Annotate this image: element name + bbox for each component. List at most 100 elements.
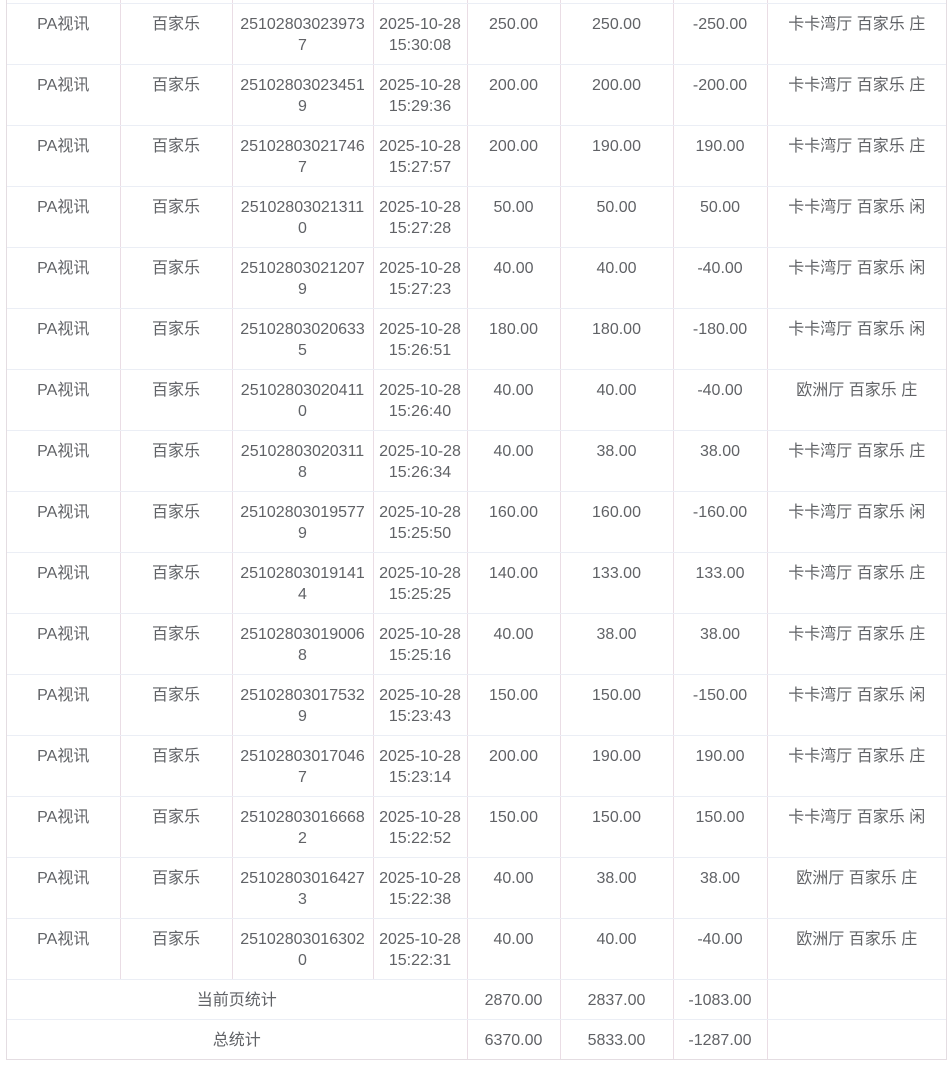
bet-time-cell: 2025-10-28 15:26:51 <box>373 308 468 370</box>
order-number-cell: 251028030234519 <box>232 64 374 126</box>
bet-detail-cell: 欧洲厅 百家乐 庄 <box>767 918 946 980</box>
win-loss-cell: 50.00 <box>673 186 768 248</box>
bet-time-cell: 2025-10-28 15:26:34 <box>373 430 468 492</box>
game-cell: 百家乐 <box>120 3 233 65</box>
platform-cell: PA视讯 <box>7 3 121 65</box>
bet-amount-cell: 200.00 <box>467 125 561 187</box>
game-cell: 百家乐 <box>120 491 233 553</box>
bet-detail-cell: 卡卡湾厅 百家乐 庄 <box>767 125 946 187</box>
platform-cell: PA视讯 <box>7 796 121 858</box>
bet-amount-cell: 40.00 <box>467 918 561 980</box>
valid-bet-cell: 38.00 <box>560 430 674 492</box>
valid-bet-cell: 200.00 <box>560 64 674 126</box>
table-row-previous <box>7 0 946 4</box>
table-row: PA视讯 百家乐 251028030203118 2025-10-28 15:26:3… <box>7 430 946 492</box>
order-number-cell: 251028030163020 <box>232 918 374 980</box>
table-row: PA视讯 百家乐 251028030163020 2025-10-28 15:22:3… <box>7 918 946 980</box>
bet-amount-cell: 40.00 <box>467 369 561 431</box>
order-number-cell: 251028030166682 <box>232 796 374 858</box>
game-cell: 百家乐 <box>120 430 233 492</box>
bet-time-cell: 2025-10-28 15:27:23 <box>373 247 468 309</box>
total-summary-win-loss: -1287.00 <box>673 1019 768 1059</box>
bet-amount-cell: 40.00 <box>467 247 561 309</box>
valid-bet-cell: 150.00 <box>560 674 674 736</box>
win-loss-cell: -40.00 <box>673 918 768 980</box>
page-summary-win-loss: -1083.00 <box>673 979 768 1020</box>
platform-cell: PA视讯 <box>7 491 121 553</box>
bet-time-cell: 2025-10-28 15:27:57 <box>373 125 468 187</box>
order-number-cell: 251028030212079 <box>232 247 374 309</box>
bet-time-cell: 2025-10-28 15:29:36 <box>373 64 468 126</box>
table-row: PA视讯 百家乐 251028030166682 2025-10-28 15:22:5… <box>7 796 946 858</box>
platform-cell: PA视讯 <box>7 735 121 797</box>
bet-amount-cell: 50.00 <box>467 186 561 248</box>
bet-records-table: PA视讯 百家乐 251028030239737 2025-10-28 15:30:0… <box>6 0 947 1060</box>
bet-time-cell: 2025-10-28 15:25:16 <box>373 613 468 675</box>
total-summary-bet: 6370.00 <box>467 1019 561 1059</box>
page-summary-valid-bet: 2837.00 <box>560 979 674 1020</box>
bet-detail-cell: 卡卡湾厅 百家乐 庄 <box>767 735 946 797</box>
platform-cell: PA视讯 <box>7 369 121 431</box>
total-summary-row: 总统计 6370.00 5833.00 -1287.00 <box>7 1019 946 1059</box>
platform-cell: PA视讯 <box>7 613 121 675</box>
order-number-cell: 251028030164273 <box>232 857 374 919</box>
table-row: PA视讯 百家乐 251028030206335 2025-10-28 15:26:5… <box>7 308 946 370</box>
bet-amount-cell: 200.00 <box>467 64 561 126</box>
bet-time-cell: 2025-10-28 15:25:50 <box>373 491 468 553</box>
bet-time-cell: 2025-10-28 15:23:14 <box>373 735 468 797</box>
table-row: PA视讯 百家乐 251028030195779 2025-10-28 15:25:5… <box>7 491 946 553</box>
win-loss-cell: -40.00 <box>673 247 768 309</box>
bet-detail-cell: 卡卡湾厅 百家乐 闲 <box>767 796 946 858</box>
game-cell: 百家乐 <box>120 796 233 858</box>
table-row: PA视讯 百家乐 251028030212079 2025-10-28 15:27:2… <box>7 247 946 309</box>
bet-amount-cell: 150.00 <box>467 796 561 858</box>
bet-time-cell: 2025-10-28 15:27:28 <box>373 186 468 248</box>
order-number-cell: 251028030195779 <box>232 491 374 553</box>
table-row: PA视讯 百家乐 251028030170467 2025-10-28 15:23:1… <box>7 735 946 797</box>
win-loss-cell: -150.00 <box>673 674 768 736</box>
bet-detail-cell: 卡卡湾厅 百家乐 闲 <box>767 674 946 736</box>
win-loss-cell: 190.00 <box>673 735 768 797</box>
order-number-cell: 251028030191414 <box>232 552 374 614</box>
win-loss-cell: 38.00 <box>673 430 768 492</box>
win-loss-cell: 38.00 <box>673 857 768 919</box>
valid-bet-cell: 40.00 <box>560 369 674 431</box>
table-row: PA视讯 百家乐 251028030164273 2025-10-28 15:22:3… <box>7 857 946 919</box>
table-row: PA视讯 百家乐 251028030204110 2025-10-28 15:26:4… <box>7 369 946 431</box>
page-summary-label: 当前页统计 <box>7 979 468 1020</box>
bet-detail-cell: 卡卡湾厅 百家乐 闲 <box>767 491 946 553</box>
game-cell: 百家乐 <box>120 247 233 309</box>
valid-bet-cell: 190.00 <box>560 735 674 797</box>
bet-detail-cell: 卡卡湾厅 百家乐 庄 <box>767 613 946 675</box>
platform-cell: PA视讯 <box>7 918 121 980</box>
game-cell: 百家乐 <box>120 735 233 797</box>
valid-bet-cell: 38.00 <box>560 613 674 675</box>
win-loss-cell: -180.00 <box>673 308 768 370</box>
win-loss-cell: 133.00 <box>673 552 768 614</box>
order-number-cell: 251028030217467 <box>232 125 374 187</box>
valid-bet-cell: 40.00 <box>560 918 674 980</box>
order-number-cell: 251028030204110 <box>232 369 374 431</box>
bet-time-cell: 2025-10-28 15:23:43 <box>373 674 468 736</box>
valid-bet-cell: 50.00 <box>560 186 674 248</box>
table-row: PA视讯 百家乐 251028030213110 2025-10-28 15:27:2… <box>7 186 946 248</box>
order-number-cell: 251028030239737 <box>232 3 374 65</box>
bet-detail-cell: 卡卡湾厅 百家乐 闲 <box>767 247 946 309</box>
bet-time-cell: 2025-10-28 15:22:52 <box>373 796 468 858</box>
valid-bet-cell: 38.00 <box>560 857 674 919</box>
valid-bet-cell: 133.00 <box>560 552 674 614</box>
table-row: PA视讯 百家乐 251028030217467 2025-10-28 15:27:5… <box>7 125 946 187</box>
page-summary-row: 当前页统计 2870.00 2837.00 -1083.00 <box>7 979 946 1020</box>
bet-amount-cell: 180.00 <box>467 308 561 370</box>
platform-cell: PA视讯 <box>7 247 121 309</box>
valid-bet-cell: 40.00 <box>560 247 674 309</box>
bet-detail-cell: 卡卡湾厅 百家乐 庄 <box>767 64 946 126</box>
bet-amount-cell: 160.00 <box>467 491 561 553</box>
valid-bet-cell: 250.00 <box>560 3 674 65</box>
order-number-cell: 251028030190068 <box>232 613 374 675</box>
page-summary-empty <box>767 979 946 1020</box>
order-number-cell: 251028030175329 <box>232 674 374 736</box>
valid-bet-cell: 180.00 <box>560 308 674 370</box>
win-loss-cell: -40.00 <box>673 369 768 431</box>
game-cell: 百家乐 <box>120 552 233 614</box>
